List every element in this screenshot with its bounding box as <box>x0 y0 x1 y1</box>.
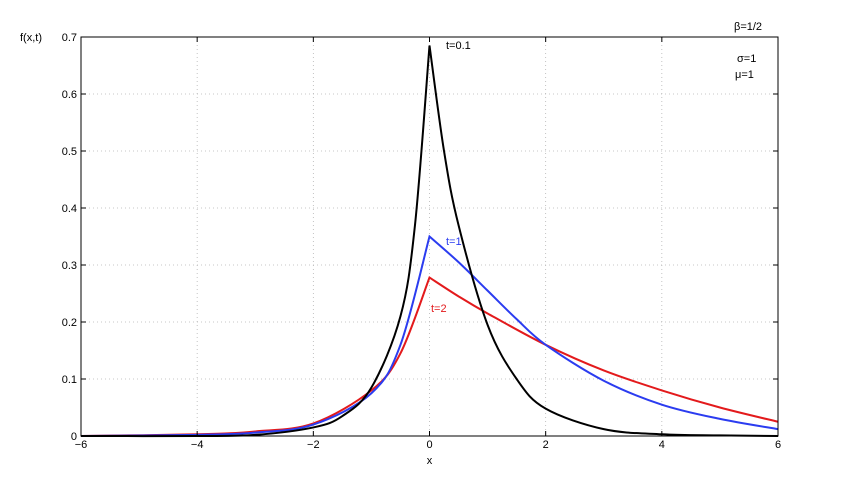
y-tick-label: 0.3 <box>62 260 77 272</box>
series-label-t0.1: t=0.1 <box>446 40 471 52</box>
parameter-sigma: σ=1 <box>737 53 756 65</box>
series-label-t2: t=2 <box>431 303 447 315</box>
y-tick-label: 0 <box>71 431 77 443</box>
x-tick-label: 0 <box>426 439 432 451</box>
series-line-0 <box>80 45 779 438</box>
parameter-mu: μ=1 <box>735 69 754 81</box>
y-tick-label: 0.1 <box>62 374 77 386</box>
x-tick-label: 2 <box>543 439 549 451</box>
x-axis-label: x <box>427 455 433 467</box>
x-tick-label: −4 <box>191 439 204 451</box>
x-tick-label: 6 <box>775 439 781 451</box>
axis-ticks: −6 −4 −2 0 2 4 6 0 0.1 0.2 0.3 0.4 0.5 0.6 0.7 <box>62 32 781 451</box>
series-line-1 <box>80 234 779 437</box>
y-tick-label: 0.7 <box>62 32 77 44</box>
x-tick-label: 4 <box>659 439 665 451</box>
x-tick-label: −2 <box>307 439 320 451</box>
series-label-t1: t=1 <box>446 236 462 248</box>
series-line-2 <box>80 276 779 437</box>
y-axis-label: f(x,t) <box>20 32 42 44</box>
y-tick-label: 0.4 <box>62 203 77 215</box>
grid-lines <box>81 37 778 436</box>
series-lines <box>80 45 779 438</box>
x-tick-label: −6 <box>75 439 88 451</box>
y-tick-label: 0.5 <box>62 146 77 158</box>
y-tick-label: 0.6 <box>62 89 77 101</box>
parameter-beta: β=1/2 <box>734 21 762 33</box>
y-tick-label: 0.2 <box>62 317 77 329</box>
